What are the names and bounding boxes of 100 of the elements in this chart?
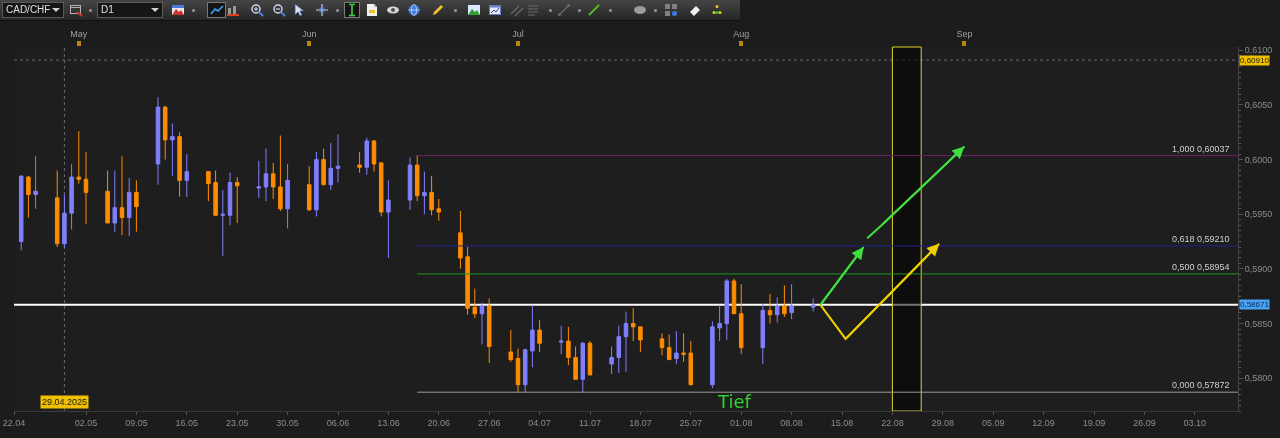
candlestick (364, 137, 370, 176)
x-tick-label: 26.09 (1133, 417, 1156, 428)
candlestick (515, 348, 521, 393)
ref-line-label: 29.04.2025 (42, 397, 88, 407)
candlestick (54, 170, 60, 248)
candlestick (33, 155, 38, 210)
candlestick (724, 278, 730, 341)
x-tick-label: 23.05 (225, 417, 249, 428)
x-tick-label: 18.07 (629, 417, 652, 428)
x-tick-label: 27.06 (477, 417, 501, 428)
candlestick (162, 105, 168, 161)
x2-tick-label: May (70, 29, 88, 40)
candlestick (62, 194, 67, 249)
candlestick (472, 288, 478, 319)
candlestick (69, 163, 74, 231)
x2-tick-label: Aug (733, 29, 750, 40)
candlestick (616, 325, 622, 374)
candlestick (479, 302, 485, 345)
chart-subtitle: D1 (101, 4, 114, 15)
x2-tick-label: Sep (956, 29, 973, 40)
x-tick-label: 06.06 (326, 417, 350, 428)
y-tick-label: 0,6100 (1244, 45, 1273, 56)
candlestick (429, 175, 434, 216)
x2-tick-label: Jul (512, 29, 524, 40)
y-tick-label: 0,5900 (1244, 264, 1273, 275)
candlestick (738, 283, 744, 355)
x-tick-label: 11.07 (579, 417, 601, 428)
x-tick-label: 20.06 (427, 417, 451, 428)
candlestick (357, 151, 362, 174)
candlestick (522, 348, 528, 393)
x-tick-label: 30.05 (276, 417, 299, 428)
candlestick (587, 340, 593, 376)
annotation: Tief (717, 391, 752, 412)
series-label: 1,000 0,60037 (1172, 144, 1230, 154)
x-tick-label: 25.07 (679, 417, 703, 428)
candlestick (566, 326, 571, 366)
candlestick (378, 162, 384, 217)
x2-tick-label: Jun (301, 29, 317, 40)
candlestick (371, 139, 377, 173)
y-tick-label: 0,5950 (1244, 209, 1273, 220)
candlestick (386, 179, 391, 259)
candlestick (422, 171, 427, 215)
candlestick (717, 304, 722, 342)
candlestick (573, 346, 578, 380)
x-tick-label: 03.10 (1183, 417, 1207, 428)
candlestick (674, 330, 679, 365)
candlestick (335, 133, 341, 184)
x-tick-label: 12.09 (1032, 417, 1055, 428)
candlestick (328, 142, 334, 191)
x-tick-label: 08.08 (780, 417, 803, 428)
series-label: 0,000 0,57872 (1172, 380, 1230, 390)
candlestick (177, 131, 182, 198)
candlestick (112, 170, 118, 233)
ref-line-label: 0,58671 (1240, 300, 1270, 309)
x-tick-label: 02.05 (74, 417, 98, 428)
candlestick (580, 341, 586, 393)
x-tick-label: 09.05 (125, 417, 148, 428)
candlestick (213, 170, 218, 216)
candlestick (119, 155, 125, 236)
candlestick (810, 297, 816, 313)
candlestick (710, 320, 715, 389)
candlestick (105, 170, 110, 224)
y-tick-label: 0,6050 (1244, 100, 1273, 111)
dropdown-field: CAD/CHF (2, 2, 64, 18)
x-tick-label: 16.05 (175, 417, 199, 428)
candlestick (774, 296, 780, 323)
candlestick (220, 189, 226, 257)
candlestick (688, 340, 694, 386)
x-tick-label: 15.08 (830, 417, 854, 428)
candlestick (681, 332, 686, 363)
candlestick (666, 333, 672, 361)
candlestick (558, 325, 564, 355)
x-tick-label: 04.07 (528, 417, 551, 428)
x-tick-label: 01.08 (729, 417, 753, 428)
candlestick (630, 307, 636, 342)
y-tick-label: 0,5850 (1244, 318, 1273, 329)
candlestick (321, 148, 326, 186)
x-tick-label: 05.09 (981, 417, 1005, 428)
candlestick (314, 151, 319, 217)
candlestick (609, 346, 614, 375)
candlestick (659, 332, 665, 356)
candlestick (134, 179, 139, 233)
candlestick (530, 304, 535, 368)
candlestick (285, 163, 290, 229)
ref-line-label: 0,60910 (1240, 56, 1270, 65)
candlestick (76, 130, 82, 185)
candlestick (414, 154, 420, 202)
x-tick-label: 22.04 (2, 417, 26, 428)
x-tick-label: 29.08 (931, 417, 955, 428)
candlestick (26, 175, 31, 219)
candlestick (486, 297, 492, 364)
candlestick (256, 160, 262, 199)
candlestick (638, 326, 643, 353)
candlestick (170, 123, 175, 177)
candlestick (18, 175, 24, 251)
series-label: 0,618 0,59210 (1172, 234, 1230, 244)
candlestick (270, 162, 276, 200)
candlestick (537, 319, 542, 353)
x-tick-label: 13.06 (377, 417, 400, 428)
x-tick-label: 22.08 (881, 417, 904, 428)
